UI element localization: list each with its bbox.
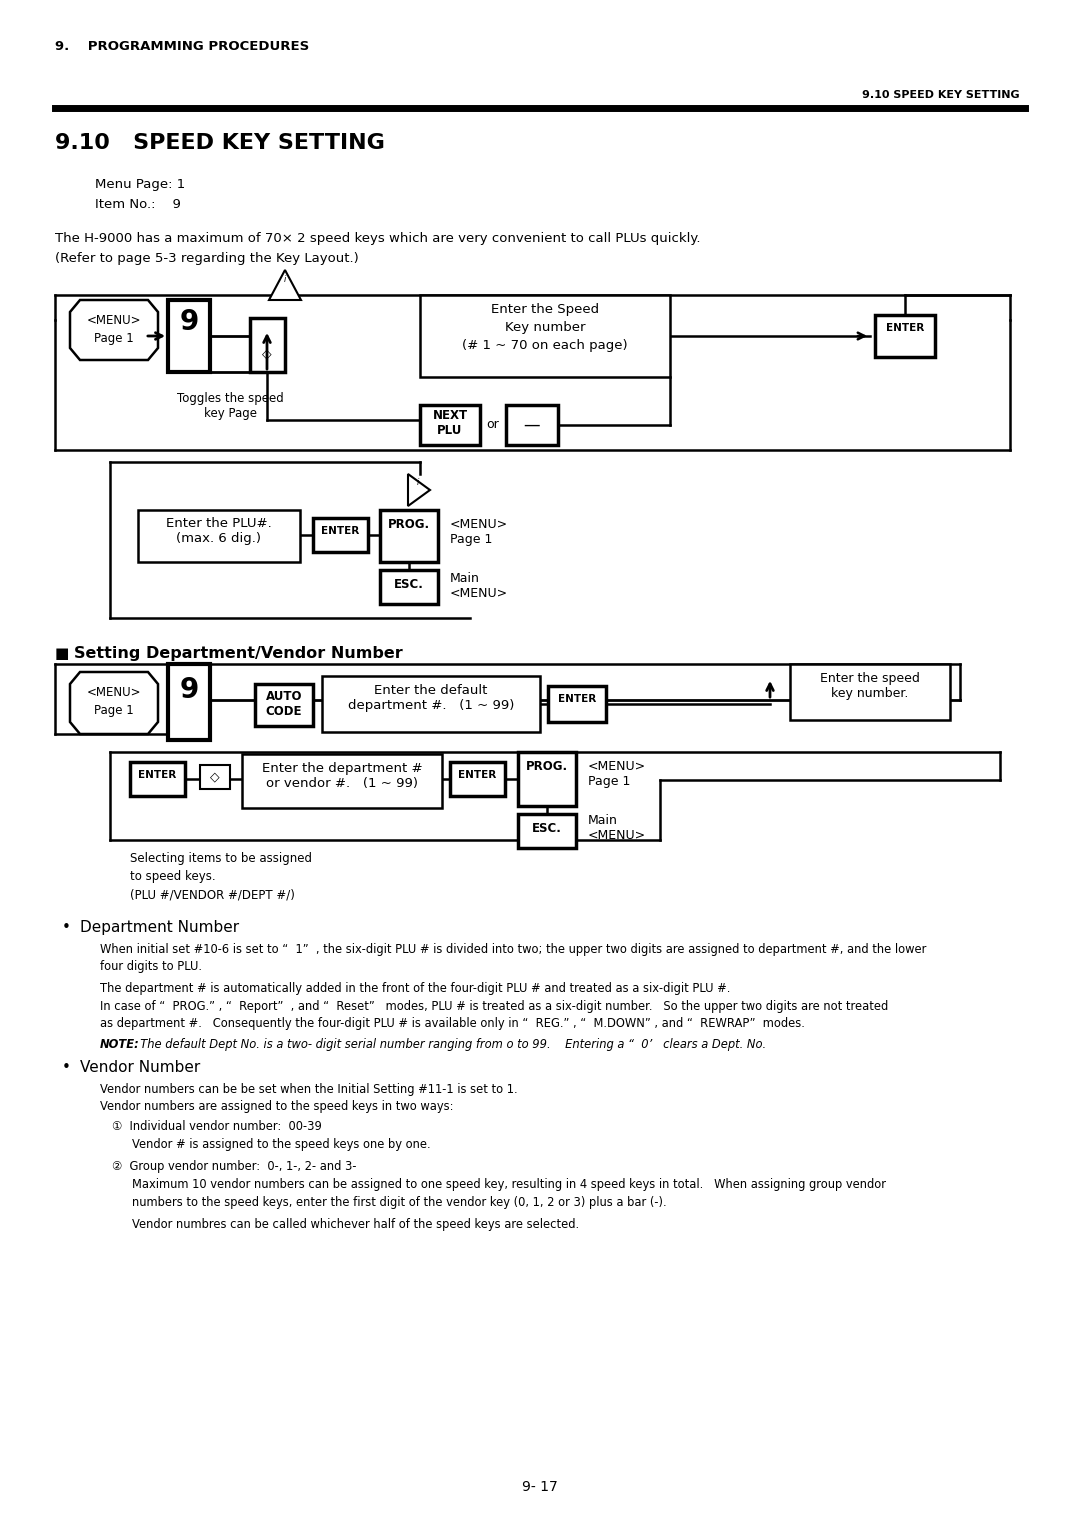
Text: Vendor numbres can be called whichever half of the speed keys are selected.: Vendor numbres can be called whichever h… xyxy=(132,1218,579,1232)
Text: <MENU>
Page 1: <MENU> Page 1 xyxy=(588,759,646,788)
Text: •: • xyxy=(62,920,71,935)
FancyBboxPatch shape xyxy=(242,753,442,808)
Text: Vendor # is assigned to the speed keys one by one.: Vendor # is assigned to the speed keys o… xyxy=(132,1138,431,1151)
Text: Toggles the speed
key Page: Toggles the speed key Page xyxy=(177,393,283,420)
Text: ENTER: ENTER xyxy=(558,694,596,704)
Text: 9: 9 xyxy=(179,675,199,704)
Polygon shape xyxy=(408,474,430,506)
Text: PROG.: PROG. xyxy=(526,759,568,773)
Text: <MENU>
Page 1: <MENU> Page 1 xyxy=(86,686,141,717)
Text: ESC.: ESC. xyxy=(532,822,562,834)
Text: 9: 9 xyxy=(179,309,199,336)
FancyBboxPatch shape xyxy=(130,762,185,796)
Text: PROG.: PROG. xyxy=(388,518,430,532)
FancyBboxPatch shape xyxy=(380,510,438,562)
FancyBboxPatch shape xyxy=(518,814,576,848)
Text: 9.10   SPEED KEY SETTING: 9.10 SPEED KEY SETTING xyxy=(55,133,384,153)
FancyBboxPatch shape xyxy=(518,752,576,805)
Text: ①  Individual vendor number:  00-39: ① Individual vendor number: 00-39 xyxy=(112,1120,322,1132)
FancyBboxPatch shape xyxy=(322,675,540,732)
Text: The default Dept No. is a two- digit serial number ranging from o to 99.    Ente: The default Dept No. is a two- digit ser… xyxy=(133,1038,766,1051)
Text: Enter the speed
key number.: Enter the speed key number. xyxy=(820,672,920,700)
Text: When initial set #10-6 is set to “  1”  , the six-digit PLU # is divided into tw: When initial set #10-6 is set to “ 1” , … xyxy=(100,943,927,957)
Text: Vendor numbers are assigned to the speed keys in two ways:: Vendor numbers are assigned to the speed… xyxy=(100,1100,454,1112)
Text: as department #.   Consequently the four-digit PLU # is available only in “  REG: as department #. Consequently the four-d… xyxy=(100,1018,805,1030)
Text: In case of “  PROG.” , “  Report”  , and “  Reset”   modes, PLU # is treated as : In case of “ PROG.” , “ Report” , and “ … xyxy=(100,999,888,1013)
Text: AUTO
CODE: AUTO CODE xyxy=(266,691,302,718)
FancyBboxPatch shape xyxy=(420,295,670,377)
Text: Main
<MENU>: Main <MENU> xyxy=(588,814,646,842)
Text: ENTER: ENTER xyxy=(886,322,924,333)
Text: 9- 17: 9- 17 xyxy=(522,1481,558,1494)
Text: 9.10 SPEED KEY SETTING: 9.10 SPEED KEY SETTING xyxy=(862,90,1020,99)
Text: <MENU>
Page 1: <MENU> Page 1 xyxy=(86,313,141,345)
Text: Vendor numbers can be be set when the Initial Setting #11-1 is set to 1.: Vendor numbers can be be set when the In… xyxy=(100,1083,517,1096)
Text: ENTER: ENTER xyxy=(322,526,360,536)
FancyBboxPatch shape xyxy=(168,299,210,371)
Text: Enter the default
department #.   (1 ~ 99): Enter the default department #. (1 ~ 99) xyxy=(348,685,514,712)
FancyBboxPatch shape xyxy=(138,510,300,562)
FancyBboxPatch shape xyxy=(168,665,210,740)
Text: Maximum 10 vendor numbers can be assigned to one speed key, resulting in 4 speed: Maximum 10 vendor numbers can be assigne… xyxy=(132,1178,886,1190)
Text: ◇: ◇ xyxy=(211,770,220,782)
Text: NEXT
PLU: NEXT PLU xyxy=(432,410,468,437)
FancyBboxPatch shape xyxy=(380,570,438,604)
Text: Vendor Number: Vendor Number xyxy=(80,1060,200,1076)
Text: four digits to PLU.: four digits to PLU. xyxy=(100,960,202,973)
Text: i: i xyxy=(284,275,286,284)
FancyBboxPatch shape xyxy=(249,318,285,371)
Text: ENTER: ENTER xyxy=(138,770,177,779)
Text: Enter the department #
or vendor #.   (1 ~ 99): Enter the department # or vendor #. (1 ~… xyxy=(261,762,422,790)
Text: Enter the Speed
Key number
(# 1 ~ 70 on each page): Enter the Speed Key number (# 1 ~ 70 on … xyxy=(462,303,627,351)
Text: <MENU>
Page 1: <MENU> Page 1 xyxy=(450,518,508,545)
FancyBboxPatch shape xyxy=(875,315,935,358)
Polygon shape xyxy=(269,270,301,299)
FancyBboxPatch shape xyxy=(507,405,558,445)
FancyBboxPatch shape xyxy=(255,685,313,726)
Text: ■: ■ xyxy=(55,646,69,662)
Text: or: or xyxy=(487,419,499,431)
Text: Department Number: Department Number xyxy=(80,920,239,935)
Text: ENTER: ENTER xyxy=(458,770,497,779)
Text: 9.    PROGRAMMING PROCEDURES: 9. PROGRAMMING PROCEDURES xyxy=(55,40,309,53)
Polygon shape xyxy=(70,672,158,733)
Text: Enter the PLU#.
(max. 6 dig.): Enter the PLU#. (max. 6 dig.) xyxy=(166,516,272,545)
Text: —: — xyxy=(524,416,540,434)
FancyBboxPatch shape xyxy=(450,762,505,796)
Text: •: • xyxy=(62,1060,71,1076)
Text: numbers to the speed keys, enter the first digit of the vendor key (0, 1, 2 or 3: numbers to the speed keys, enter the fir… xyxy=(132,1196,666,1209)
Text: ESC.: ESC. xyxy=(394,578,424,591)
Text: Setting Department/Vendor Number: Setting Department/Vendor Number xyxy=(75,646,403,662)
Polygon shape xyxy=(70,299,158,361)
FancyBboxPatch shape xyxy=(789,665,950,720)
Text: i: i xyxy=(417,478,419,487)
FancyBboxPatch shape xyxy=(200,766,230,788)
Text: The H-9000 has a maximum of 70× 2 speed keys which are very convenient to call P: The H-9000 has a maximum of 70× 2 speed … xyxy=(55,232,701,244)
Text: Selecting items to be assigned
to speed keys.
(PLU #/VENDOR #/DEPT #/): Selecting items to be assigned to speed … xyxy=(130,853,312,902)
Text: ②  Group vendor number:  0-, 1-, 2- and 3-: ② Group vendor number: 0-, 1-, 2- and 3- xyxy=(112,1160,356,1174)
FancyBboxPatch shape xyxy=(548,686,606,723)
FancyBboxPatch shape xyxy=(313,518,368,552)
Text: (Refer to page 5-3 regarding the Key Layout.): (Refer to page 5-3 regarding the Key Lay… xyxy=(55,252,359,264)
Text: NOTE:: NOTE: xyxy=(100,1038,139,1051)
Text: Item No.:    9: Item No.: 9 xyxy=(95,199,180,211)
Text: Menu Page: 1: Menu Page: 1 xyxy=(95,177,186,191)
Text: The department # is automatically added in the front of the four-digit PLU # and: The department # is automatically added … xyxy=(100,983,730,995)
Text: ◇: ◇ xyxy=(262,347,272,361)
FancyBboxPatch shape xyxy=(420,405,480,445)
Text: Main
<MENU>: Main <MENU> xyxy=(450,571,508,601)
